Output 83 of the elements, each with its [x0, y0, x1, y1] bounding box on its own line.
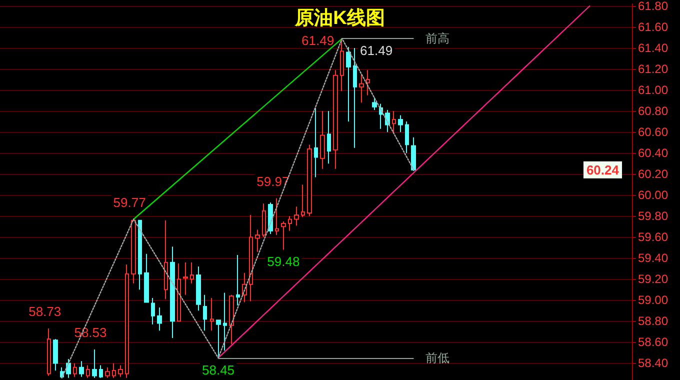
- y-tick-label: 59.40: [638, 251, 668, 266]
- candlestick: [392, 110, 396, 133]
- y-tick-label: 59.20: [638, 272, 668, 286]
- annotation: 61.49: [302, 33, 334, 48]
- annotation: 61.49: [360, 43, 393, 58]
- candlestick: [73, 362, 77, 378]
- annotation: 59.97: [256, 174, 290, 189]
- annotation: 58.45: [202, 362, 235, 378]
- y-tick-label: 60.80: [638, 104, 668, 118]
- candlestick: [138, 220, 142, 290]
- candlestick: [66, 358, 71, 378]
- candlestick: [294, 206, 299, 226]
- y-tick-label: 60.20: [638, 167, 668, 182]
- candlestick: [249, 214, 253, 302]
- candlestick: [196, 266, 201, 312]
- candlestick: [177, 262, 181, 322]
- y-tick-label: 59.00: [638, 293, 668, 308]
- candlestick: [314, 107, 318, 178]
- candlestick: [229, 294, 234, 345]
- candlestick: [157, 307, 162, 332]
- ref-line-label: 前高: [426, 32, 450, 46]
- candlestick: [398, 114, 403, 133]
- y-tick-label: 58.40: [638, 356, 668, 370]
- y-tick-label: 61.00: [638, 83, 668, 98]
- candlestick: [164, 220, 168, 300]
- candlestick: [105, 366, 110, 378]
- candlestick: [411, 136, 416, 172]
- candlestick: [112, 362, 116, 378]
- candlestick: [353, 48, 357, 148]
- candlestick: [340, 38, 344, 92]
- candlestick: [151, 298, 155, 325]
- candlestick: [223, 292, 227, 352]
- chart-title: 原油K线图: [294, 7, 385, 29]
- candlestick: [288, 216, 292, 232]
- y-tick-label: 59.80: [638, 209, 668, 224]
- y-tick-label: 61.20: [638, 62, 668, 76]
- candlestick: [333, 70, 338, 170]
- y-tick-label: 58.80: [638, 314, 668, 328]
- candlestick: [359, 74, 364, 104]
- candlestick: [203, 294, 207, 332]
- y-tick-label: 61.40: [638, 41, 668, 56]
- y-tick-label: 59.60: [638, 230, 668, 244]
- candlestick: [190, 262, 194, 284]
- candlestick: [53, 338, 58, 372]
- ref-line-label: 前低: [426, 350, 450, 365]
- candlestick: [131, 220, 136, 284]
- y-tick-label: 61.80: [638, 0, 668, 13]
- candlestick: [210, 298, 214, 332]
- y-tick-label: 60.60: [638, 125, 668, 140]
- annotation: 58.73: [28, 304, 62, 320]
- candlestick: [262, 203, 266, 238]
- candlestick: [216, 320, 221, 358]
- candlestick: [255, 229, 260, 252]
- candlestick: [118, 364, 123, 378]
- annotation: 60.24: [586, 162, 620, 178]
- candlestick: [99, 364, 103, 378]
- candlestick: [144, 253, 149, 303]
- candlestick: [86, 364, 90, 378]
- candlestick: [236, 254, 240, 306]
- line-series: [61, 38, 414, 378]
- candlestick: [307, 144, 312, 217]
- y-tick-label: 60.00: [638, 188, 668, 202]
- y-tick-label: 61.60: [638, 20, 668, 34]
- candlestick: [47, 328, 51, 376]
- candlestick: [301, 184, 305, 218]
- annotation: 59.77: [113, 194, 146, 210]
- candlestick: [372, 96, 377, 111]
- annotation: 59.48: [267, 254, 300, 270]
- candlestick: [281, 220, 286, 250]
- candlestick: [327, 110, 331, 164]
- candlestick: [346, 46, 351, 122]
- annotation: 58.53: [74, 325, 107, 340]
- candlestick: [79, 360, 84, 378]
- candlestick: [275, 198, 279, 236]
- candlestick: [320, 110, 325, 170]
- candlestick: [405, 121, 409, 154]
- candlestick: [183, 262, 188, 296]
- y-tick-label: 58.60: [638, 335, 668, 350]
- candlestick: [170, 246, 175, 338]
- candlestick: [366, 70, 370, 96]
- candlestick: [125, 264, 129, 378]
- candlestick: [92, 349, 97, 378]
- y-tick-label: 60.40: [638, 146, 668, 160]
